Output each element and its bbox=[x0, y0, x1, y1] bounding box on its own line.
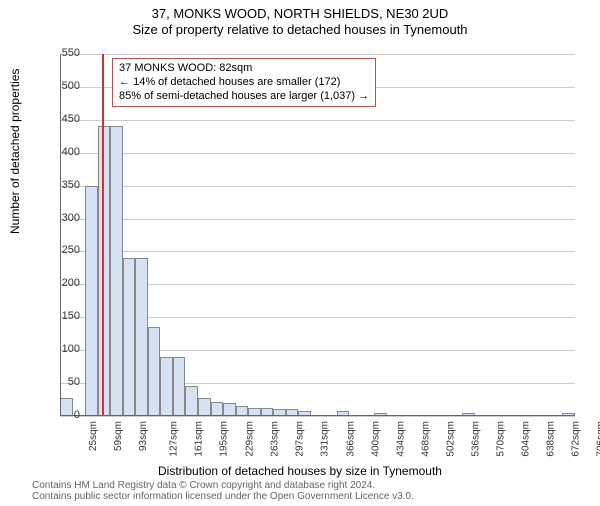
info-line: 85% of semi-detached houses are larger (… bbox=[119, 90, 369, 104]
x-tick-label: 468sqm bbox=[420, 421, 431, 457]
gridline bbox=[60, 54, 575, 55]
y-tick-label: 150 bbox=[40, 310, 80, 322]
info-box: 37 MONKS WOOD: 82sqm← 14% of detached ho… bbox=[112, 58, 376, 107]
histogram-bar bbox=[185, 386, 198, 416]
histogram-bar bbox=[123, 258, 136, 416]
x-tick-label: 161sqm bbox=[194, 421, 205, 457]
x-tick-label: 536sqm bbox=[471, 421, 482, 457]
x-tick-label: 570sqm bbox=[496, 421, 507, 457]
histogram-bar bbox=[135, 258, 148, 416]
gridline bbox=[60, 251, 575, 252]
y-tick-label: 200 bbox=[40, 277, 80, 289]
x-tick-label: 331sqm bbox=[319, 421, 330, 457]
y-tick-label: 250 bbox=[40, 244, 80, 256]
x-tick-label: 434sqm bbox=[395, 421, 406, 457]
x-tick-label: 263sqm bbox=[269, 421, 280, 457]
info-line: 37 MONKS WOOD: 82sqm bbox=[119, 62, 369, 76]
gridline bbox=[60, 219, 575, 220]
x-tick-label: 638sqm bbox=[546, 421, 557, 457]
gridline bbox=[60, 416, 575, 417]
histogram-bar bbox=[160, 357, 173, 416]
x-axis-line bbox=[60, 415, 575, 416]
histogram-bar bbox=[211, 402, 224, 416]
y-tick-label: 50 bbox=[40, 376, 80, 388]
x-tick-label: 604sqm bbox=[521, 421, 532, 457]
chart-subtitle: Size of property relative to detached ho… bbox=[0, 22, 600, 37]
y-tick-label: 400 bbox=[40, 146, 80, 158]
y-axis-label: Number of detached properties bbox=[8, 69, 22, 234]
gridline bbox=[60, 153, 575, 154]
histogram-bar bbox=[198, 398, 211, 416]
chart-footer: Contains HM Land Registry data © Crown c… bbox=[32, 480, 414, 502]
x-tick-label: 672sqm bbox=[571, 421, 582, 457]
y-tick-label: 350 bbox=[40, 179, 80, 191]
y-axis-line bbox=[60, 54, 61, 416]
y-tick-label: 500 bbox=[40, 80, 80, 92]
gridline bbox=[60, 120, 575, 121]
y-tick-label: 0 bbox=[40, 409, 80, 421]
x-tick-label: 400sqm bbox=[370, 421, 381, 457]
x-tick-label: 706sqm bbox=[596, 421, 600, 457]
y-tick-label: 100 bbox=[40, 343, 80, 355]
x-tick-label: 93sqm bbox=[138, 421, 149, 451]
x-tick-label: 59sqm bbox=[113, 421, 124, 451]
x-tick-label: 229sqm bbox=[244, 421, 255, 457]
reference-line bbox=[102, 54, 104, 416]
x-tick-label: 297sqm bbox=[294, 421, 305, 457]
histogram-bar bbox=[173, 357, 186, 416]
x-tick-label: 195sqm bbox=[219, 421, 230, 457]
histogram-bar bbox=[85, 186, 98, 416]
info-line: ← 14% of detached houses are smaller (17… bbox=[119, 76, 369, 90]
gridline bbox=[60, 186, 575, 187]
x-tick-label: 25sqm bbox=[88, 421, 99, 451]
x-axis-label: Distribution of detached houses by size … bbox=[0, 464, 600, 478]
footer-line1: Contains HM Land Registry data © Crown c… bbox=[32, 480, 414, 491]
histogram-bar bbox=[148, 327, 161, 416]
y-tick-label: 300 bbox=[40, 212, 80, 224]
x-tick-label: 366sqm bbox=[345, 421, 356, 457]
chart-plot-area: 37 MONKS WOOD: 82sqm← 14% of detached ho… bbox=[60, 54, 575, 416]
footer-line2: Contains public sector information licen… bbox=[32, 491, 414, 502]
x-tick-label: 127sqm bbox=[169, 421, 180, 457]
y-tick-label: 550 bbox=[40, 47, 80, 59]
histogram-bar bbox=[110, 126, 123, 416]
chart-title: 37, MONKS WOOD, NORTH SHIELDS, NE30 2UD bbox=[0, 6, 600, 21]
y-tick-label: 450 bbox=[40, 113, 80, 125]
x-tick-label: 502sqm bbox=[446, 421, 457, 457]
